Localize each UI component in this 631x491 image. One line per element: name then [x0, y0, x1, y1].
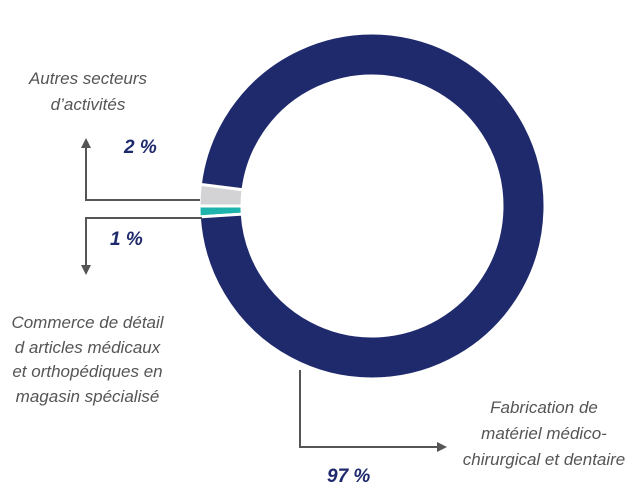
category-label: Autres secteurs d’activités — [28, 69, 148, 114]
value-label: 2 % — [124, 137, 157, 158]
value-label: 97 % — [327, 466, 371, 487]
value-label: 1 % — [110, 229, 143, 250]
leader-arrow — [81, 138, 200, 201]
donut-segment — [197, 31, 547, 381]
category-label: Commerce de détail d articles médicaux e… — [11, 313, 164, 406]
category-label: Fabrication de matériel médico-chirurgic… — [462, 398, 626, 469]
donut — [197, 31, 547, 381]
leader-arrow — [81, 217, 202, 275]
leader-arrow — [299, 370, 447, 452]
